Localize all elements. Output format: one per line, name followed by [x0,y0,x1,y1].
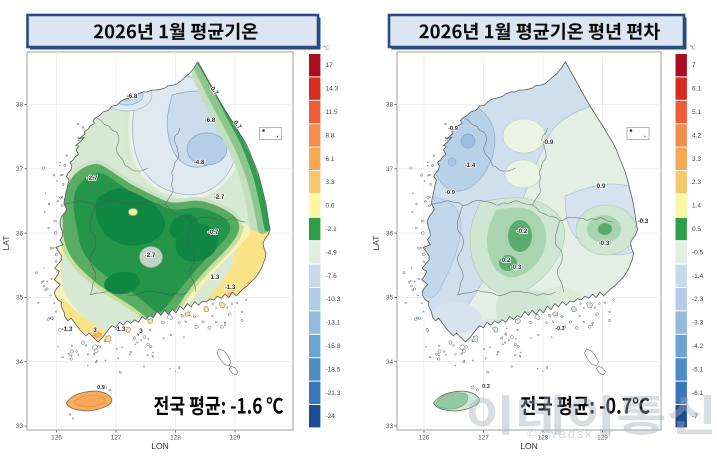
svg-text:-0.9: -0.9 [445,190,456,196]
svg-text:-1.4: -1.4 [465,162,476,169]
svg-text:127: 127 [111,435,122,442]
svg-text:-0.9: -0.9 [448,126,459,132]
svg-text:-5.1: -5.1 [692,366,704,373]
svg-text:-1.3: -1.3 [62,326,73,333]
svg-text:2.3: 2.3 [692,179,701,186]
svg-text:-0.7: -0.7 [208,229,219,236]
svg-text:7: 7 [692,62,696,69]
svg-text:℃: ℃ [323,46,330,52]
svg-text:6.1: 6.1 [692,86,701,93]
svg-text:-0.2: -0.2 [517,228,528,235]
svg-text:38: 38 [16,102,24,109]
svg-text:©cwadsk.kr: ©cwadsk.kr [527,426,614,441]
svg-text:℃: ℃ [690,46,697,52]
svg-text:126: 126 [51,435,62,442]
svg-text:34: 34 [16,359,24,366]
svg-text:128: 128 [170,435,181,442]
svg-text:LON: LON [151,441,168,451]
svg-text:129: 129 [230,435,241,442]
svg-text:127: 127 [478,435,489,442]
svg-text:LON: LON [520,441,537,451]
svg-text:129: 129 [597,435,608,442]
svg-text:0.6: 0.6 [326,203,335,210]
svg-text:-4.8: -4.8 [194,159,205,166]
svg-text:0.3: 0.3 [482,384,490,390]
svg-text:-18.5: -18.5 [326,366,341,373]
svg-text:-0.3: -0.3 [511,264,522,271]
svg-text:-2.7: -2.7 [145,252,156,259]
svg-text:-10.3: -10.3 [326,296,341,303]
svg-text:33: 33 [386,423,394,430]
svg-text:-0.5: -0.5 [692,249,704,256]
svg-text:14.3: 14.3 [326,86,339,93]
svg-text:8.8: 8.8 [326,132,335,139]
svg-text:-2.1: -2.1 [326,226,338,233]
svg-text:35: 35 [16,295,24,302]
svg-text:LAT: LAT [1,236,11,251]
svg-text:37: 37 [386,166,394,173]
svg-text:36: 36 [16,230,24,237]
svg-text:3.3: 3.3 [692,156,701,163]
svg-text:4.2: 4.2 [692,132,701,139]
svg-text:-2.7: -2.7 [87,175,98,182]
svg-text:-2.7: -2.7 [214,194,225,201]
svg-text:-1.3: -1.3 [115,326,126,333]
svg-text:-21.3: -21.3 [326,390,341,397]
svg-text:-1.4: -1.4 [692,273,704,280]
svg-text:37: 37 [16,166,24,173]
svg-text:LAT: LAT [371,236,381,251]
svg-text:1.3: 1.3 [211,274,220,281]
svg-text:11.5: 11.5 [326,109,339,116]
svg-text:-6.8: -6.8 [127,93,138,100]
svg-text:1.4: 1.4 [692,203,701,210]
svg-text:-2.3: -2.3 [692,296,704,303]
svg-text:3: 3 [93,327,97,334]
svg-text:-3.3: -3.3 [692,320,704,327]
svg-text:-6.1: -6.1 [692,390,704,397]
svg-text:-4.9: -4.9 [326,249,338,256]
svg-text:-24: -24 [326,413,336,420]
svg-text:-0.3: -0.3 [638,218,649,225]
svg-text:-7: -7 [692,413,698,420]
svg-text:3: 3 [139,328,143,335]
svg-text:-0.3: -0.3 [555,326,564,332]
svg-text:0.9: 0.9 [97,385,105,391]
svg-text:-0.9: -0.9 [543,139,554,146]
svg-text:36: 36 [386,230,394,237]
svg-text:-4.2: -4.2 [692,343,704,350]
svg-text:-0.3: -0.3 [599,240,610,247]
svg-text:-15.8: -15.8 [326,343,341,350]
svg-text:38: 38 [386,102,394,109]
svg-text:0.9: 0.9 [597,183,606,190]
svg-text:-6.8: -6.8 [205,117,216,124]
svg-text:-13.1: -13.1 [326,320,341,327]
svg-text:35: 35 [386,295,394,302]
svg-text:0.5: 0.5 [692,226,701,233]
svg-text:0.2: 0.2 [502,257,511,264]
svg-text:3.3: 3.3 [326,179,335,186]
svg-text:33: 33 [16,423,24,430]
svg-text:6.1: 6.1 [326,156,335,163]
svg-text:-1.3: -1.3 [225,284,236,291]
svg-text:-7.6: -7.6 [326,273,338,280]
svg-text:126: 126 [419,435,430,442]
svg-text:17: 17 [326,62,334,69]
svg-text:34: 34 [386,359,394,366]
svg-text:5.1: 5.1 [692,109,701,116]
svg-text:128: 128 [538,435,549,442]
